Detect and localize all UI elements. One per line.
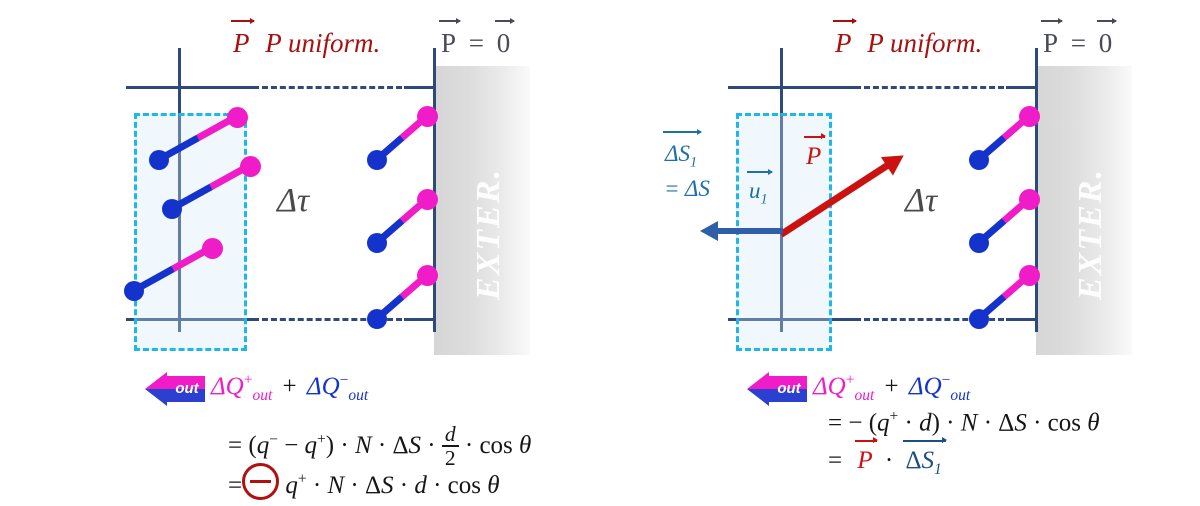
fraction-numerator: d bbox=[444, 422, 456, 446]
polarization-vector-label-right: P bbox=[804, 133, 827, 171]
header-p-uniform-text: P uniform. bbox=[265, 28, 381, 58]
equals-operator: = bbox=[828, 447, 843, 474]
boundary-line-bottom-b bbox=[404, 318, 436, 321]
boundary-line-top-dashed bbox=[864, 86, 1004, 89]
header-p-uniform-right: P P uniform. bbox=[833, 17, 983, 59]
surface-vector-line2: = ΔS bbox=[664, 173, 710, 206]
header-p-zero-right: P = 0 bbox=[1041, 17, 1117, 59]
exterior-band-left bbox=[434, 66, 530, 355]
panel-left: EXTER. P P uniform. P = 0 Δτ bbox=[124, 17, 532, 500]
arrow-shaft bbox=[769, 376, 807, 402]
dot-operator: · bbox=[884, 447, 894, 474]
vector-zero-symbol: 0 bbox=[494, 17, 515, 59]
boundary-line-top-a bbox=[126, 86, 259, 89]
out-badge-label: out bbox=[777, 380, 801, 397]
header-p-uniform-left: P P uniform. bbox=[231, 17, 381, 59]
out-badge-label: out bbox=[175, 380, 199, 397]
arrow-head-upper bbox=[145, 372, 167, 389]
volume-label-right: Δτ bbox=[905, 182, 938, 219]
vector-delta-s1-term: ΔS1 bbox=[903, 437, 948, 478]
arrow-head-lower bbox=[747, 389, 769, 406]
delta-q-plus-out: ΔQ+out bbox=[813, 372, 875, 405]
unit-vector-label-right: u1 bbox=[747, 168, 773, 209]
vector-p-symbol: P bbox=[1041, 17, 1064, 59]
vector-p-symbol: P bbox=[855, 437, 878, 475]
vector-p-symbol: P bbox=[439, 17, 462, 59]
selection-box-left bbox=[134, 113, 247, 351]
exterior-label-right: EXTER. bbox=[1072, 168, 1109, 300]
circled-minus-icon bbox=[242, 463, 280, 500]
boundary-line-bottom-a bbox=[728, 318, 861, 321]
vector-u1: u1 bbox=[747, 168, 773, 209]
vector-delta-s1: ΔS1 bbox=[903, 437, 948, 479]
panel-right: EXTER. P P uniform. P = 0 Δτ ΔS1 = ΔS u1… bbox=[600, 0, 1200, 506]
equation-line-1-left: ΔQ+out + ΔQ−out bbox=[211, 372, 368, 405]
header-p-zero-left: P = 0 bbox=[439, 17, 515, 59]
boundary-line-bottom-a bbox=[126, 318, 259, 321]
vector-p-symbol: P bbox=[804, 133, 827, 171]
equation-line-2-left: = (q− − q+) · N · ΔS · d 2 · cos θ bbox=[228, 422, 532, 471]
equation-line-3-right: = P · ΔS1 bbox=[828, 437, 948, 479]
equation-line-1-right: ΔQ+out + ΔQ−out bbox=[813, 372, 970, 405]
boundary-line-left-vertical bbox=[178, 48, 181, 332]
vector-delta-s1: ΔS1 bbox=[663, 128, 703, 173]
delta-q-minus-out: ΔQ−out bbox=[306, 372, 369, 405]
vector-p-symbol: P bbox=[231, 17, 254, 59]
equation-line-2-right: = − (q+ · d) · N · ΔS · cos θ bbox=[828, 408, 1100, 437]
delta-q-plus-out: ΔQ+out bbox=[211, 372, 273, 405]
boundary-line-bottom-dashed bbox=[864, 318, 1004, 321]
boundary-line-top-a bbox=[728, 86, 861, 89]
boundary-line-left-vertical bbox=[780, 48, 783, 332]
surface-vector-label-right: ΔS1 = ΔS bbox=[663, 128, 710, 206]
exterior-edge-dashed-left bbox=[433, 120, 436, 320]
arrow-shaft bbox=[167, 376, 205, 402]
vector-p-symbol: P bbox=[833, 17, 856, 59]
arrow-head-lower bbox=[145, 389, 167, 406]
surface-vector-line1: ΔS1 bbox=[663, 128, 710, 173]
boundary-line-bottom-b bbox=[1006, 318, 1038, 321]
boundary-line-bottom-dashed bbox=[262, 318, 402, 321]
exterior-band-right bbox=[1036, 66, 1132, 355]
exterior-edge-dashed-right bbox=[1035, 120, 1038, 320]
plus-operator: + bbox=[884, 373, 899, 401]
header-p-uniform-text: P uniform. bbox=[867, 28, 983, 58]
boundary-line-top-b bbox=[1006, 86, 1038, 89]
volume-label-left: Δτ bbox=[277, 182, 310, 219]
surface-vector-magnitude: = ΔS bbox=[664, 175, 710, 201]
out-arrow-badge-left: out bbox=[145, 372, 205, 406]
equation-line-3-left: = q+ · N · ΔS · d · cos θ bbox=[228, 463, 500, 500]
vector-p-term: P bbox=[848, 437, 880, 475]
fraction-denominator: 2 bbox=[441, 445, 459, 470]
boundary-line-top-b bbox=[404, 86, 436, 89]
boundary-line-top-dashed bbox=[262, 86, 402, 89]
fraction-d-over-2: d 2 bbox=[441, 422, 459, 470]
surface-normal-arrow bbox=[717, 228, 783, 234]
arrow-head-upper bbox=[747, 372, 769, 389]
plus-operator: + bbox=[282, 373, 297, 401]
delta-q-minus-out: ΔQ−out bbox=[908, 372, 971, 405]
out-arrow-badge-right: out bbox=[747, 372, 807, 406]
vector-zero-symbol: 0 bbox=[1096, 17, 1117, 59]
exterior-label-left: EXTER. bbox=[470, 168, 507, 300]
